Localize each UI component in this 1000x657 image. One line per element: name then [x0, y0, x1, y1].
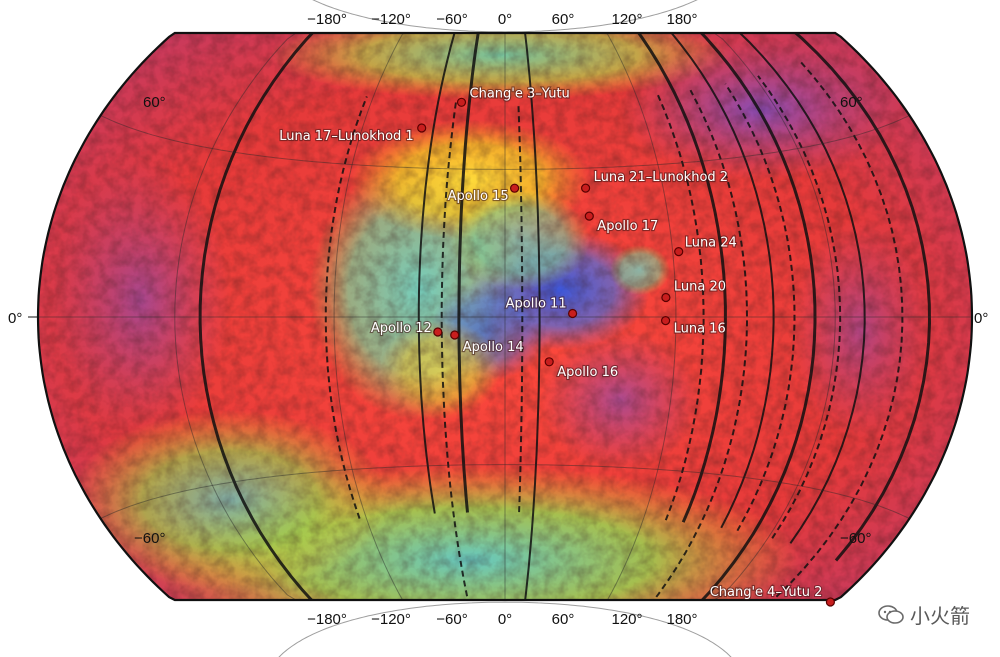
- landing-site: Apollo 14: [450, 330, 525, 356]
- site-label: Apollo 14: [463, 340, 524, 355]
- top-lon-label: 180°: [666, 11, 697, 28]
- bottom-longitude-labels: −180° −120° −60° 0° 60° 120° 180°: [307, 611, 697, 628]
- site-marker: [825, 597, 836, 607]
- data-gap-stripe: [577, 33, 727, 523]
- data-gap-stripe: [601, 89, 749, 600]
- data-gap-stripe: [724, 83, 796, 532]
- site-label: Apollo 11: [506, 297, 567, 312]
- landing-site: Luna 17–Lunokhod 1: [278, 123, 427, 145]
- data-gap-stripe: [616, 33, 866, 544]
- data-gap-stripe: [603, 33, 817, 600]
- landing-site: Apollo 11: [505, 295, 578, 319]
- latitude-labels: 60° 60° 0° 0° −60° −60°: [8, 94, 988, 547]
- site-marker: [661, 292, 671, 303]
- site-marker: [674, 247, 684, 257]
- landing-site: Apollo 12: [370, 320, 443, 337]
- data-gap-stripe: [417, 33, 477, 514]
- site-marker: [567, 308, 578, 319]
- landing-site: Apollo 15: [447, 183, 520, 205]
- site-label: Apollo 17: [597, 219, 658, 234]
- data-gap-stripe: [515, 33, 541, 600]
- data-gap-stripe: [198, 33, 408, 600]
- site-marker: [660, 316, 671, 326]
- site-label: Luna 20: [674, 280, 726, 295]
- data-gap-stripe: [592, 33, 775, 529]
- site-label: Luna 16: [674, 322, 726, 337]
- landing-site: Luna 16: [660, 316, 727, 338]
- top-lon-label: −60°: [436, 11, 467, 28]
- landing-site: Luna 24: [674, 235, 738, 257]
- data-gap-stripe: [324, 96, 368, 519]
- data-gap-stripe: [628, 33, 932, 562]
- landing-site: Luna 21–Lunokhod 2: [580, 169, 729, 193]
- site-label: Chang'e 3–Yutu: [470, 86, 570, 101]
- bottom-lon-label: 60°: [552, 611, 575, 628]
- site-marker: [456, 97, 467, 107]
- site-marker: [450, 330, 460, 340]
- watermark: 小火箭: [878, 600, 970, 629]
- parallel-line: [100, 464, 910, 520]
- data-gap-stripe: [440, 102, 480, 600]
- site-marker: [509, 183, 520, 193]
- site-label: Apollo 12: [371, 321, 432, 336]
- lat-label-0-right: 0°: [974, 310, 988, 327]
- bottom-lon-label: 0°: [498, 611, 512, 628]
- lat-label-60n-right: 60°: [840, 94, 863, 111]
- lat-label-60s-right: −60°: [840, 530, 871, 547]
- parallel-line: [100, 114, 910, 170]
- landing-site: Chang'e 4–Yutu 2: [709, 584, 836, 607]
- globe-outline: [36, 31, 974, 602]
- bottom-lon-label: 120°: [611, 611, 642, 628]
- site-label: Luna 17–Lunokhod 1: [279, 129, 413, 144]
- parallel-line: [278, 601, 732, 657]
- site-label: Luna 21–Lunokhod 2: [594, 170, 728, 185]
- bottom-lon-label: 180°: [666, 611, 697, 628]
- data-gap-stripes: [198, 33, 932, 600]
- bottom-lon-label: −60°: [436, 611, 467, 628]
- top-lon-label: 60°: [552, 11, 575, 28]
- data-gap-stripe: [651, 60, 904, 600]
- lat-label-0-left: 0°: [8, 310, 22, 327]
- lat-label-60s-left: −60°: [134, 530, 165, 547]
- lat-label-60n-left: 60°: [143, 94, 166, 111]
- data-gap-stripe: [457, 33, 491, 513]
- site-label: Apollo 15: [448, 189, 509, 204]
- landing-site: Luna 20: [661, 278, 727, 303]
- data-gap-stripe: [757, 75, 842, 539]
- top-longitude-labels: −180° −120° −60° 0° 60° 120° 180°: [307, 11, 697, 28]
- data-gap-stripe: [517, 103, 524, 513]
- wechat-icon: [878, 604, 904, 625]
- landing-site: Apollo 16: [544, 357, 619, 381]
- bottom-lon-label: −120°: [371, 611, 411, 628]
- site-marker: [580, 183, 591, 193]
- site-label: Apollo 16: [557, 365, 618, 380]
- watermark-text: 小火箭: [910, 604, 970, 628]
- site-label: Chang'e 4–Yutu 2: [710, 585, 823, 600]
- site-marker: [417, 123, 427, 133]
- bottom-lon-label: −180°: [307, 611, 347, 628]
- landing-sites: Chang'e 3–Yutu Luna 17–Lunokhod 1 Apollo 1…: [278, 85, 836, 607]
- site-marker: [584, 211, 594, 221]
- site-marker: [544, 357, 554, 367]
- site-label: Luna 24: [685, 236, 737, 251]
- top-lon-label: −120°: [371, 11, 411, 28]
- data-gap-stripe: [656, 94, 705, 521]
- landing-site: Apollo 17: [584, 211, 659, 235]
- site-marker: [433, 327, 443, 337]
- top-lon-label: 0°: [498, 11, 512, 28]
- top-lon-label: 120°: [611, 11, 642, 28]
- top-lon-label: −180°: [307, 11, 347, 28]
- landing-site: Chang'e 3–Yutu: [456, 85, 571, 107]
